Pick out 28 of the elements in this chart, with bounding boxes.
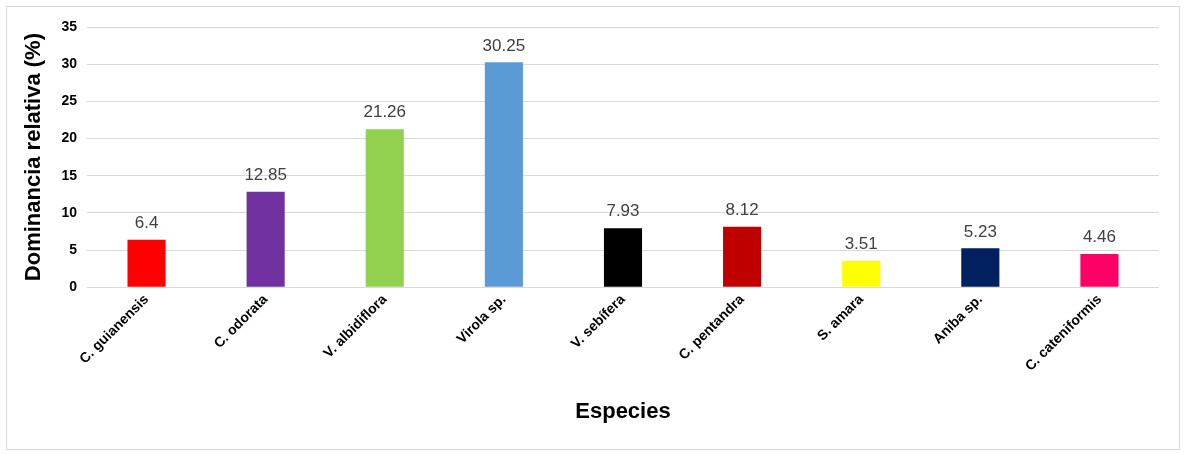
y-tick-label: 0	[69, 278, 78, 295]
y-tick-label: 30	[61, 55, 78, 72]
bar	[723, 226, 762, 287]
data-label: 7.93	[606, 201, 640, 221]
x-axis-title: Especies	[575, 397, 671, 423]
data-label: 3.51	[844, 234, 878, 254]
bar	[127, 239, 166, 287]
data-label: 30.25	[482, 35, 526, 55]
data-label: 6.4	[134, 212, 159, 232]
y-tick-label: 35	[61, 17, 78, 34]
bar	[484, 62, 523, 287]
bar	[961, 248, 1000, 287]
data-label: 8.12	[725, 200, 759, 220]
data-label: 5.23	[963, 221, 997, 241]
y-tick-label: 5	[69, 240, 78, 257]
y-tick-label: 15	[61, 166, 78, 183]
bar	[842, 261, 881, 287]
y-tick-label: 25	[61, 92, 78, 109]
y-tick-label: 20	[61, 129, 78, 146]
bar	[1080, 254, 1119, 287]
data-label: 12.85	[244, 164, 287, 184]
data-label: 21.26	[363, 102, 407, 122]
data-label: 4.46	[1082, 227, 1116, 247]
y-tick-label: 10	[61, 203, 78, 220]
bar	[365, 129, 404, 287]
bar	[603, 228, 643, 287]
y-axis-title: Dominancia relativa (%)	[20, 33, 46, 282]
bar	[246, 191, 285, 287]
